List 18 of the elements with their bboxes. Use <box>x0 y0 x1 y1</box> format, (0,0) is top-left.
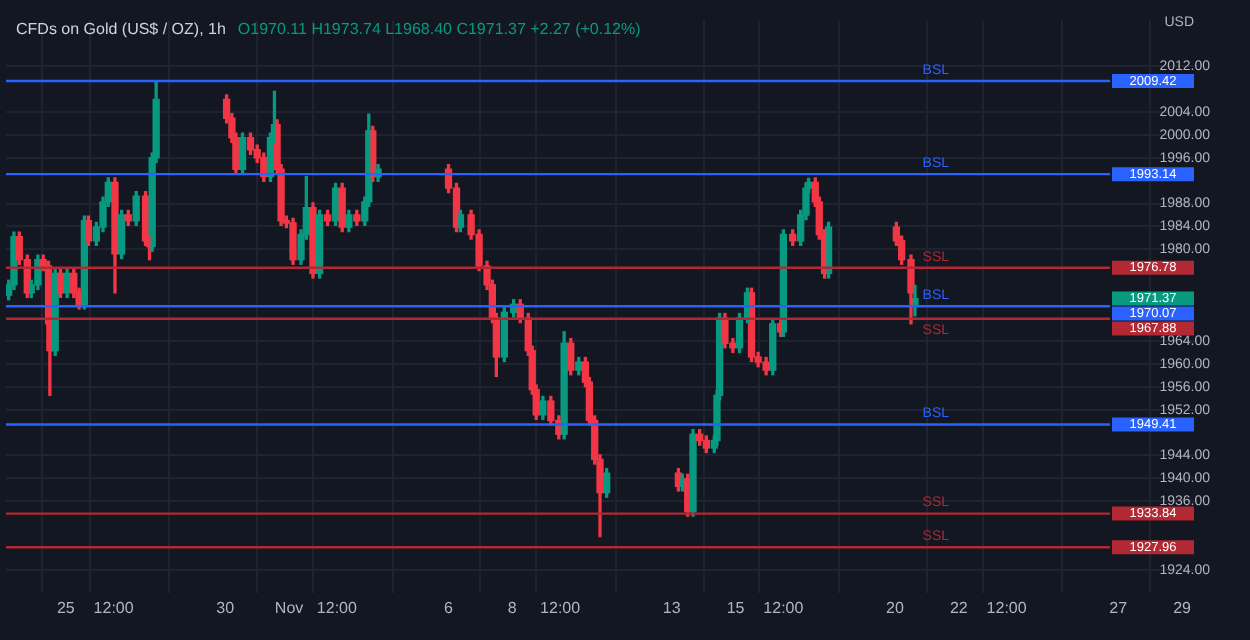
x-tick-label: 12:00 <box>763 598 805 617</box>
chart-title: CFDs on Gold (US$ / OZ), 1h <box>16 20 226 38</box>
x-tick-label: 25 <box>56 598 76 617</box>
x-tick-label: 13 <box>662 598 682 617</box>
x-tick-label: 27 <box>1109 598 1129 617</box>
x-tick-label: 20 <box>886 598 906 617</box>
x-tick-label: 12:00 <box>316 598 358 617</box>
x-tick-label: 22 <box>949 598 969 617</box>
x-tick-label: 29 <box>1173 598 1193 617</box>
x-tick-label: 12:00 <box>540 598 582 617</box>
x-tick-label: 15 <box>726 598 746 617</box>
x-tick-label: 6 <box>444 598 455 617</box>
x-tick-label: Nov <box>274 598 304 617</box>
x-tick-label: 12:00 <box>93 598 135 617</box>
x-tick-label: 30 <box>216 598 236 617</box>
x-tick-label: 12:00 <box>986 598 1028 617</box>
x-tick-label: 8 <box>507 598 518 617</box>
chart-subtitle: O1970.11 H1973.74 L1968.40 C1971.37 +2.27 (+0.12%) <box>237 20 641 38</box>
